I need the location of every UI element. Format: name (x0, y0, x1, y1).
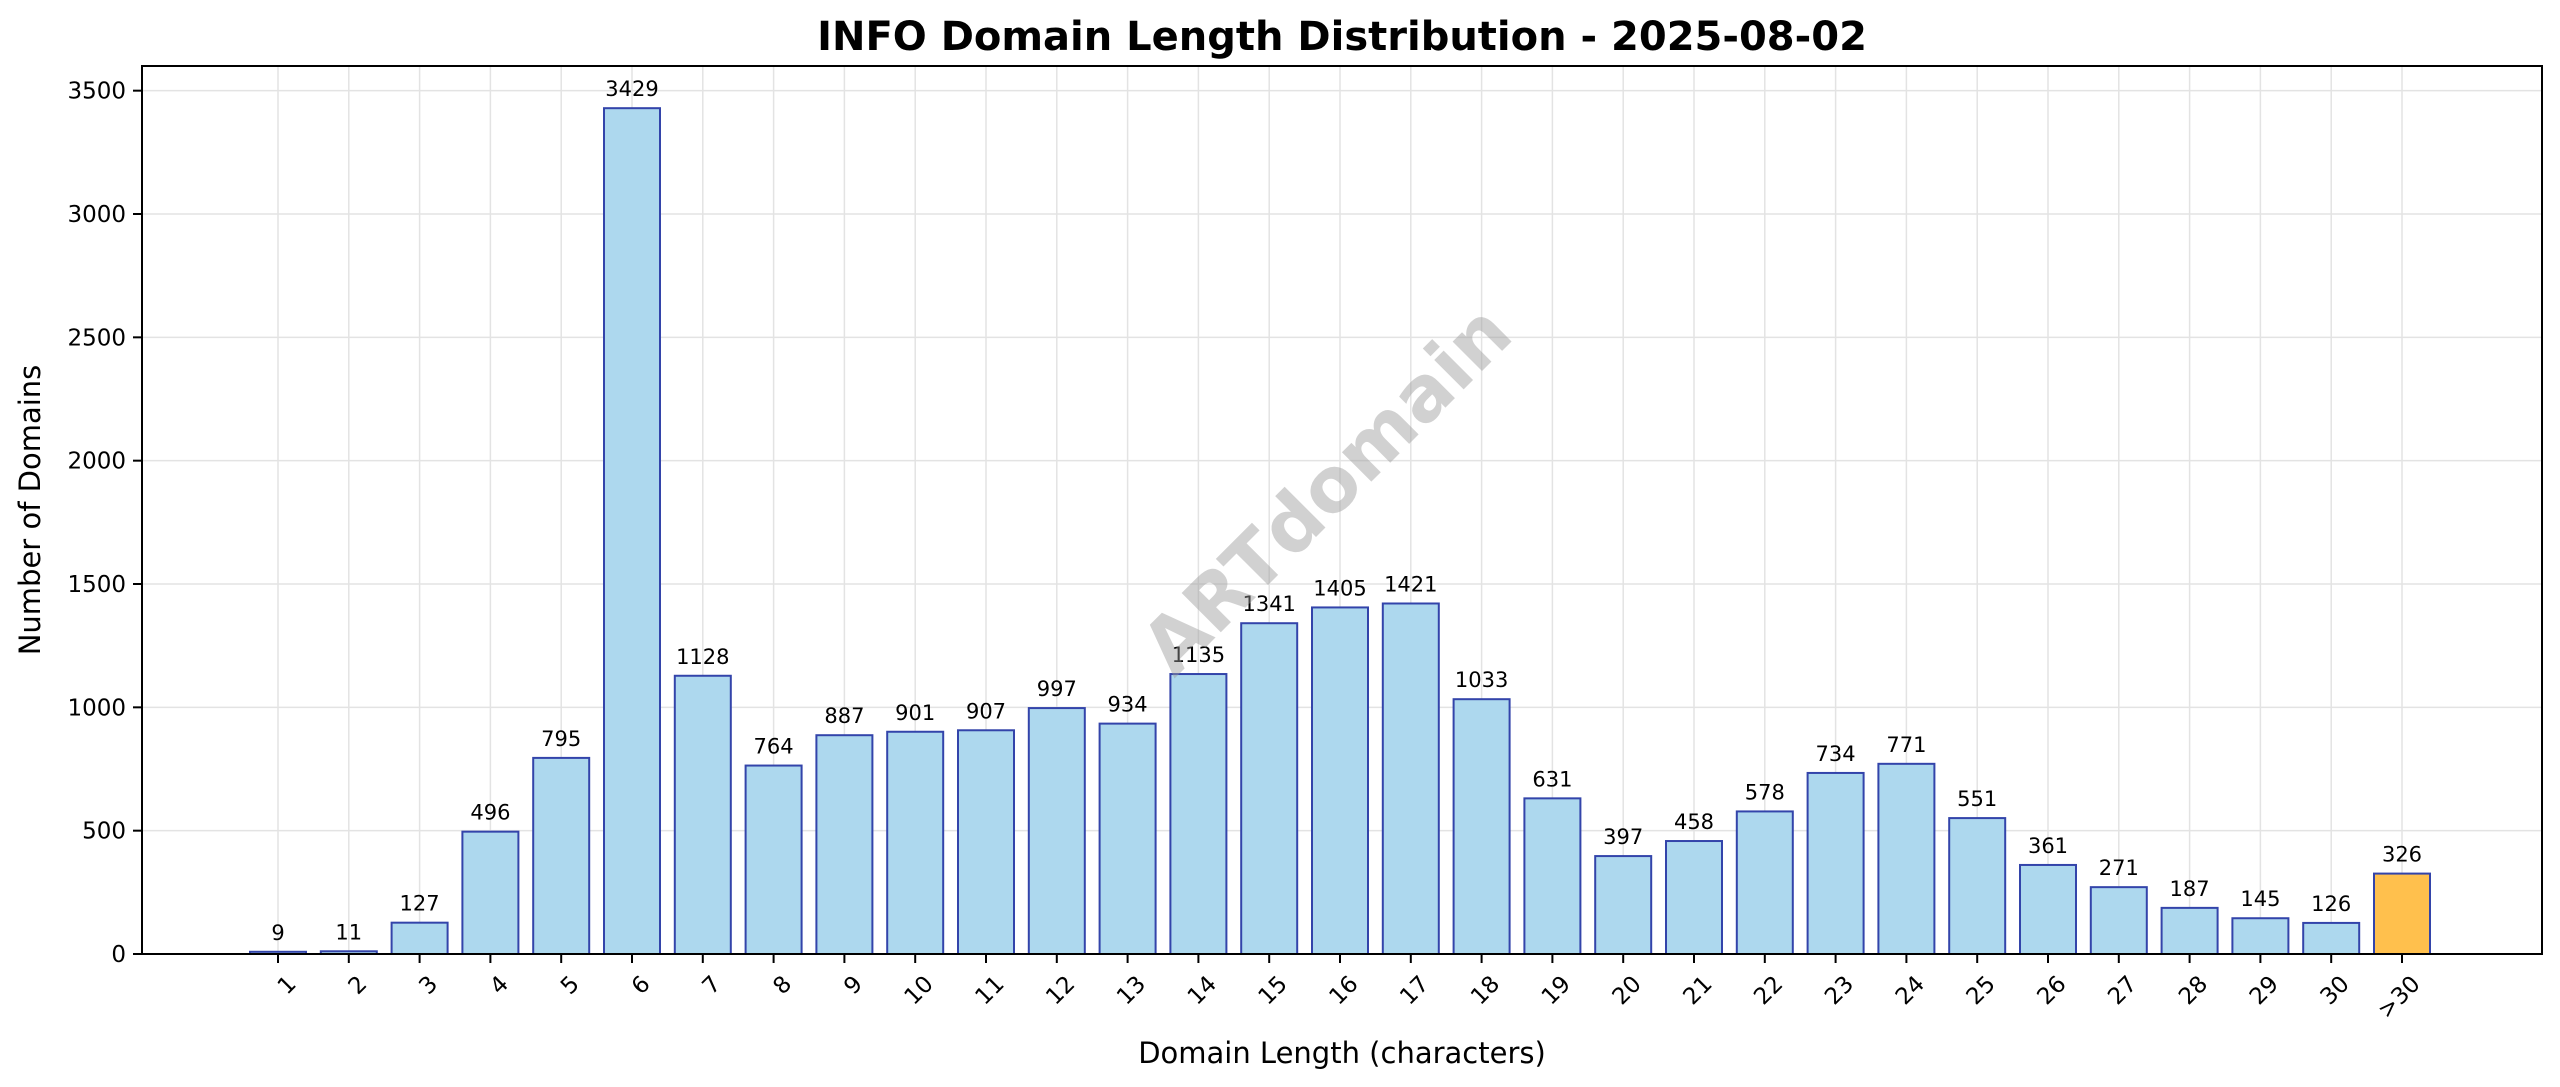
data-label-25: 551 (1957, 787, 1997, 811)
bar-7 (673, 674, 732, 955)
data-label-9: 887 (824, 704, 864, 728)
data-label-19: 631 (1532, 767, 1572, 791)
bar-28 (2160, 906, 2219, 956)
data-label-28: 187 (2170, 877, 2210, 901)
bar-21 (1665, 840, 1723, 956)
bar-15 (1240, 622, 1299, 955)
bar->30 (2373, 872, 2431, 955)
bar-14 (1169, 673, 1228, 955)
data-label-8: 764 (754, 735, 794, 759)
bar-5 (532, 756, 591, 956)
data-label-15: 1341 (1242, 592, 1295, 616)
data-label-12: 997 (1037, 677, 1077, 701)
data-label-20: 397 (1603, 825, 1643, 849)
bar-29 (2231, 917, 2290, 956)
chart-title: INFO Domain Length Distribution - 2025-0… (817, 14, 1867, 60)
y-tick-label: 1500 (67, 572, 126, 598)
data-label-6: 3429 (605, 77, 658, 101)
data-label-18: 1033 (1455, 668, 1508, 692)
data-label-22: 578 (1745, 780, 1785, 804)
bars (249, 107, 2431, 956)
x-axis-label: Domain Length (characters) (1138, 1036, 1546, 1070)
bar-22 (1735, 810, 1794, 956)
bar-10 (886, 730, 945, 956)
bar-16 (1311, 606, 1369, 956)
data-label-27: 271 (2099, 856, 2139, 880)
data-label-24: 771 (1886, 733, 1926, 757)
bar-6 (603, 107, 661, 956)
bar-12 (1027, 707, 1086, 955)
data-label-21: 458 (1674, 810, 1714, 834)
bar-24 (1877, 762, 1936, 955)
data-label-29: 145 (2240, 887, 2280, 911)
bar-8 (744, 764, 803, 956)
bar-25 (1948, 817, 2007, 955)
data-label-4: 496 (470, 801, 510, 825)
y-tick-label: 2000 (67, 449, 126, 475)
bar-18 (1452, 698, 1511, 956)
data-label->30: 326 (2382, 843, 2422, 867)
data-labels: 9 11 127 496 795 3429 1128 764 887 901 907 997 934 11… (271, 77, 2422, 945)
data-label-30: 126 (2311, 892, 2351, 916)
data-label-14: 1135 (1172, 643, 1225, 667)
data-label-3: 127 (400, 892, 440, 916)
bar-13 (1098, 722, 1157, 956)
y-tick-label: 1000 (67, 695, 126, 721)
bar-27 (2089, 886, 2148, 955)
data-label-10: 901 (895, 701, 935, 725)
bar-17 (1381, 602, 1440, 956)
bar-11 (957, 729, 1015, 955)
bar-23 (1806, 771, 1865, 955)
y-axis-ticks: 0 500 1000 1500 2000 2500 3000 3500 (67, 79, 142, 968)
y-tick-label: 3500 (67, 79, 126, 105)
bar-9 (815, 734, 874, 955)
y-tick-label: 0 (111, 942, 126, 968)
data-label-7: 1128 (676, 645, 729, 669)
data-label-2: 11 (335, 920, 362, 944)
data-label-13: 934 (1108, 693, 1148, 717)
bar-4 (461, 830, 520, 955)
plot-frame (141, 65, 2543, 955)
data-label-1: 9 (271, 921, 284, 945)
bar-3 (390, 921, 449, 956)
bar-20 (1594, 855, 1653, 955)
bar-26 (2019, 863, 2077, 955)
data-label-23: 734 (1816, 742, 1856, 766)
data-label-5: 795 (541, 727, 581, 751)
data-label-17: 1421 (1384, 572, 1437, 596)
data-label-26: 361 (2028, 834, 2068, 858)
bar-19 (1523, 797, 1582, 955)
y-tick-label: 2500 (67, 325, 126, 351)
data-label-16: 1405 (1313, 576, 1366, 600)
bar-30 (2302, 921, 2361, 955)
y-tick-label: 3000 (67, 202, 126, 228)
y-axis-label: Number of Domains (13, 365, 47, 656)
y-tick-label: 500 (82, 819, 126, 845)
data-label-11: 907 (966, 699, 1006, 723)
